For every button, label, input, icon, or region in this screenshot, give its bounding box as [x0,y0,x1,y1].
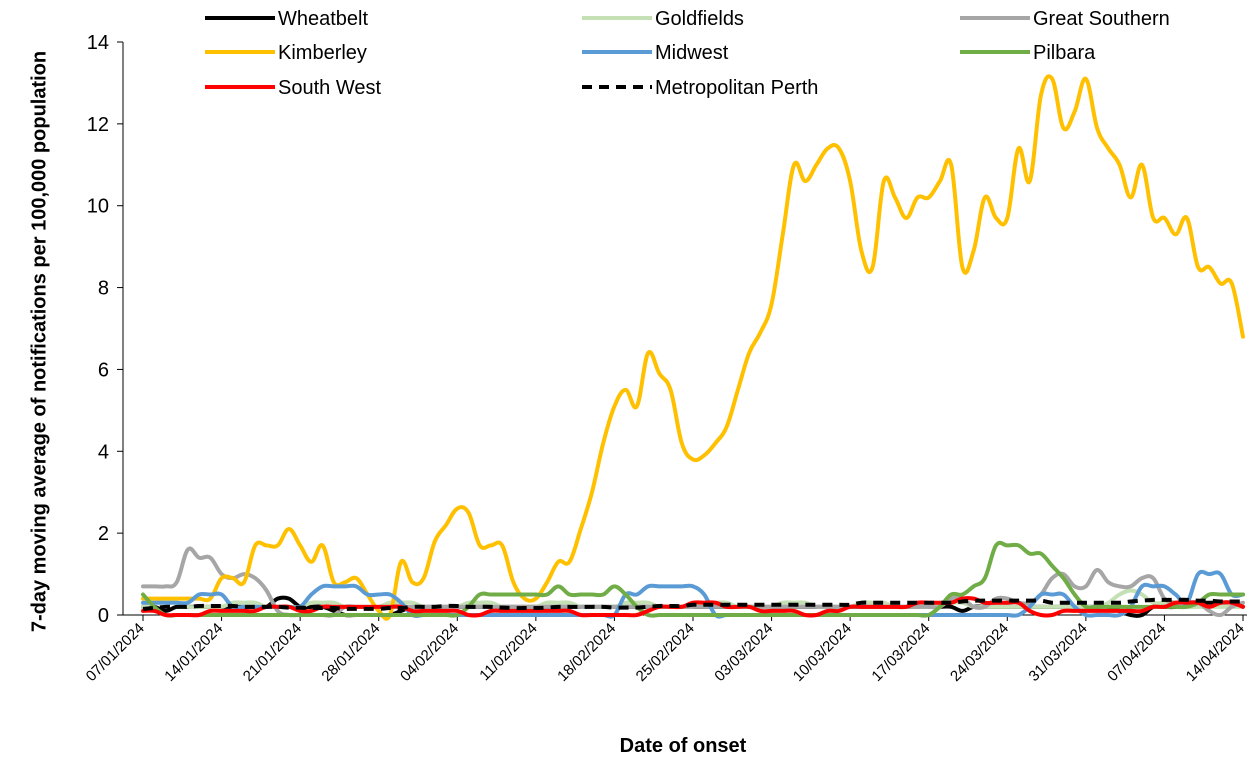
x-tick-label: 14/01/2024 [161,620,226,685]
x-tick-label: 31/03/2024 [1026,620,1091,685]
y-tick-label: 0 [98,605,109,627]
x-tick-label: 25/02/2024 [633,620,698,685]
legend-label: Midwest [655,42,729,64]
x-tick-label: 21/01/2024 [240,620,305,685]
series-line [141,540,1245,618]
x-tick-label: 18/02/2024 [554,620,619,685]
legend-label: Great Southern [1033,8,1170,30]
legend-label: Goldfields [655,8,744,30]
legend-label: Metropolitan Perth [655,77,818,99]
x-tick-label: 07/04/2024 [1104,620,1169,685]
y-tick-label: 10 [87,196,109,218]
legend-label: South West [278,77,381,99]
y-tick-label: 6 [98,359,109,381]
x-tick-label: 17/03/2024 [868,620,933,685]
x-axis-title: Date of onset [620,735,747,757]
x-tick-label: 14/04/2024 [1183,620,1248,685]
x-tick-label: 11/02/2024 [476,620,540,684]
y-tick-label: 12 [87,114,109,136]
x-tick-label: 28/01/2024 [318,620,383,685]
x-tick-label: 07/01/2024 [83,620,148,685]
y-tick-label: 4 [98,441,109,463]
series-line [141,569,1245,619]
x-tick-label: 04/02/2024 [397,620,462,685]
legend-label: Pilbara [1033,42,1096,64]
series-line [142,597,1243,611]
y-tick-label: 8 [98,278,109,300]
y-tick-label: 14 [87,32,109,54]
legend-label: Wheatbelt [278,8,368,30]
legend-label: Kimberley [278,42,367,64]
x-tick-label: 24/03/2024 [947,620,1012,685]
y-tick-label: 2 [98,523,109,545]
series-line [141,596,1245,618]
y-axis-title: 7-day moving average of notifications pe… [28,50,51,633]
series-line [141,74,1245,621]
x-tick-label: 10/03/2024 [790,620,855,685]
x-tick-label: 03/03/2024 [711,620,776,685]
